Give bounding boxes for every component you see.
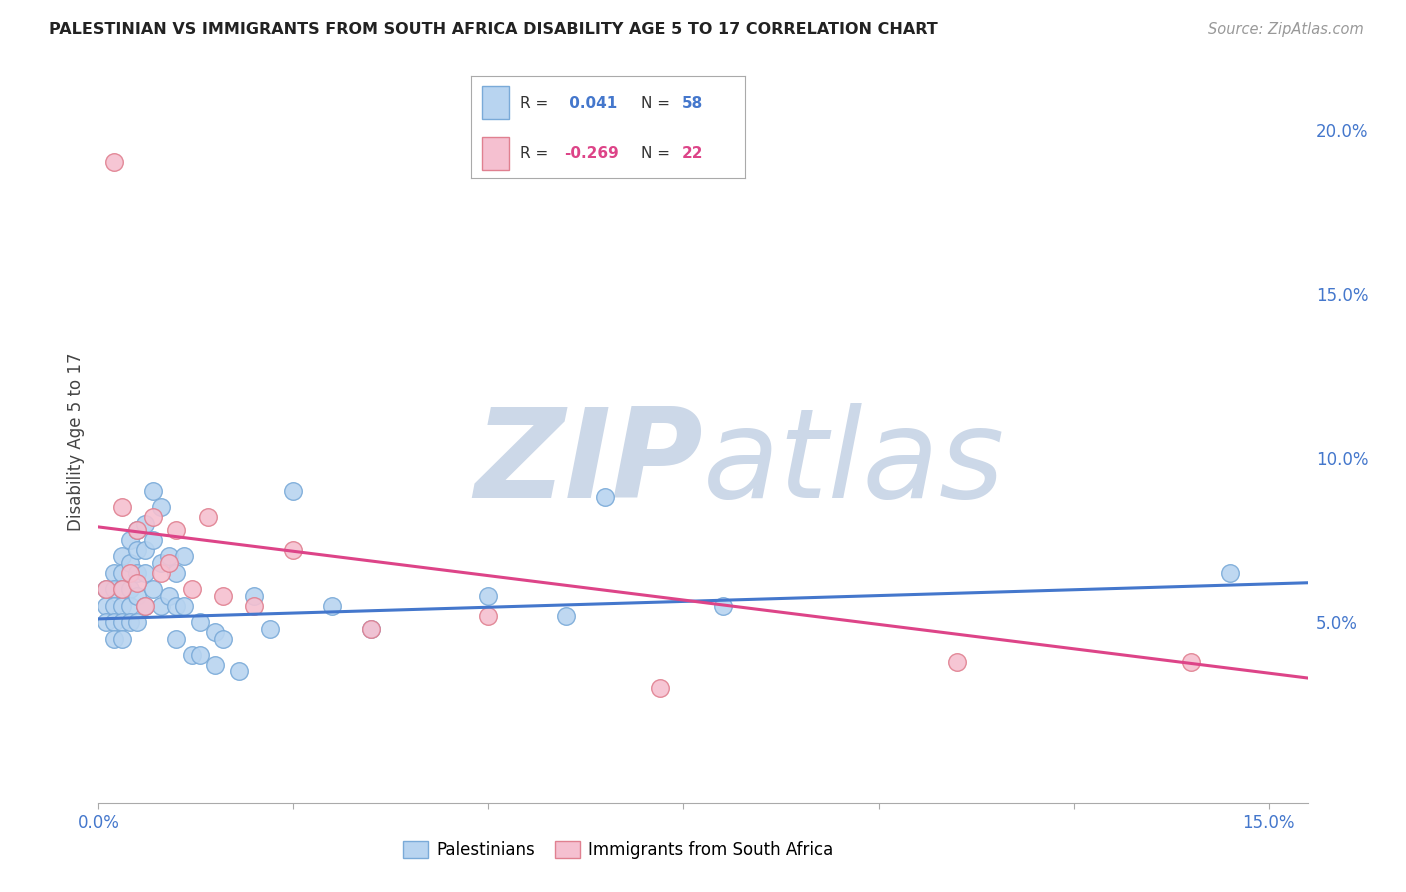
- Point: [188, 648, 211, 662]
- Point: [157, 589, 180, 603]
- Point: [127, 542, 149, 557]
- Point: [118, 599, 141, 613]
- Point: [134, 599, 156, 613]
- Point: [111, 632, 134, 646]
- Point: [118, 533, 141, 547]
- Point: [149, 556, 172, 570]
- Point: [127, 575, 149, 590]
- Text: R =: R =: [520, 146, 548, 161]
- Point: [127, 589, 149, 603]
- Point: [96, 599, 118, 613]
- Text: 58: 58: [682, 96, 703, 111]
- Point: [181, 648, 204, 662]
- Point: [111, 582, 134, 597]
- Point: [111, 500, 134, 515]
- Point: [127, 566, 149, 580]
- Point: [103, 582, 125, 597]
- Point: [127, 615, 149, 630]
- Point: [149, 566, 172, 580]
- Point: [157, 549, 180, 564]
- Point: [118, 615, 141, 630]
- Point: [1219, 566, 1241, 580]
- Y-axis label: Disability Age 5 to 17: Disability Age 5 to 17: [66, 352, 84, 531]
- Point: [103, 155, 125, 169]
- Point: [142, 533, 165, 547]
- Point: [477, 608, 499, 623]
- FancyBboxPatch shape: [482, 137, 509, 170]
- Point: [173, 599, 195, 613]
- Point: [134, 599, 156, 613]
- Point: [134, 566, 156, 580]
- Point: [283, 542, 305, 557]
- Text: -0.269: -0.269: [564, 146, 619, 161]
- Point: [103, 599, 125, 613]
- Point: [283, 483, 305, 498]
- Point: [118, 582, 141, 597]
- Point: [127, 523, 149, 537]
- Point: [243, 589, 266, 603]
- Point: [595, 491, 617, 505]
- Point: [96, 615, 118, 630]
- Point: [111, 566, 134, 580]
- Point: [212, 589, 235, 603]
- Point: [945, 655, 967, 669]
- Point: [96, 582, 118, 597]
- Point: [204, 625, 226, 640]
- Point: [142, 582, 165, 597]
- Point: [212, 632, 235, 646]
- Point: [165, 632, 187, 646]
- Point: [157, 556, 180, 570]
- Point: [711, 599, 734, 613]
- Point: [321, 599, 343, 613]
- Text: 22: 22: [682, 146, 703, 161]
- Point: [118, 566, 141, 580]
- Text: ZIP: ZIP: [474, 402, 703, 524]
- Point: [648, 681, 671, 695]
- Point: [103, 566, 125, 580]
- Text: R =: R =: [520, 96, 548, 111]
- Point: [134, 542, 156, 557]
- Point: [165, 566, 187, 580]
- FancyBboxPatch shape: [482, 87, 509, 119]
- Text: Source: ZipAtlas.com: Source: ZipAtlas.com: [1208, 22, 1364, 37]
- Point: [111, 615, 134, 630]
- Text: 0.041: 0.041: [564, 96, 617, 111]
- Point: [118, 556, 141, 570]
- Legend: Palestinians, Immigrants from South Africa: Palestinians, Immigrants from South Afri…: [404, 841, 834, 860]
- Point: [188, 615, 211, 630]
- Point: [103, 632, 125, 646]
- Point: [197, 510, 219, 524]
- Point: [111, 582, 134, 597]
- Point: [228, 665, 250, 679]
- Point: [103, 615, 125, 630]
- Point: [165, 599, 187, 613]
- Point: [142, 510, 165, 524]
- Text: atlas: atlas: [703, 402, 1005, 524]
- Point: [111, 549, 134, 564]
- Point: [173, 549, 195, 564]
- Point: [165, 523, 187, 537]
- Point: [181, 582, 204, 597]
- Point: [1180, 655, 1202, 669]
- Point: [360, 622, 382, 636]
- Point: [360, 622, 382, 636]
- Text: PALESTINIAN VS IMMIGRANTS FROM SOUTH AFRICA DISABILITY AGE 5 TO 17 CORRELATION C: PALESTINIAN VS IMMIGRANTS FROM SOUTH AFR…: [49, 22, 938, 37]
- Point: [477, 589, 499, 603]
- Text: N =: N =: [641, 146, 671, 161]
- Point: [149, 599, 172, 613]
- Point: [149, 500, 172, 515]
- Point: [204, 657, 226, 672]
- Point: [111, 599, 134, 613]
- Point: [134, 516, 156, 531]
- Point: [96, 582, 118, 597]
- Point: [259, 622, 281, 636]
- Text: N =: N =: [641, 96, 671, 111]
- Point: [243, 599, 266, 613]
- Point: [127, 523, 149, 537]
- Point: [142, 483, 165, 498]
- Point: [555, 608, 578, 623]
